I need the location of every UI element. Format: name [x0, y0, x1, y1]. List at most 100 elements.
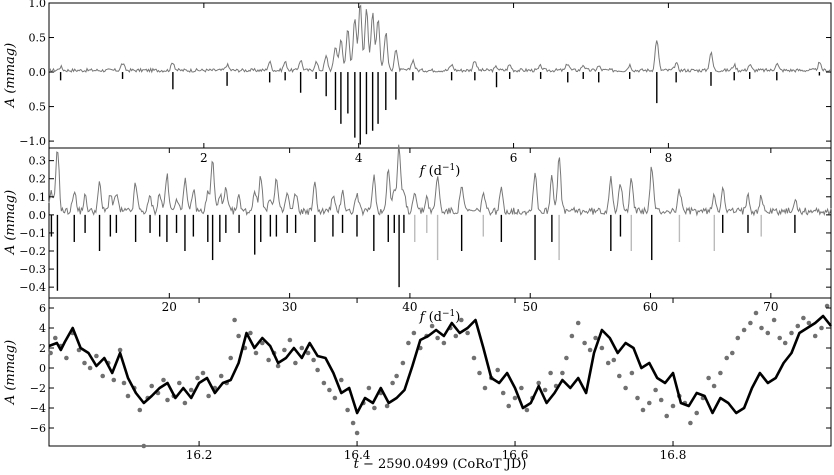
- data-point: [429, 323, 435, 329]
- data-point: [706, 375, 711, 381]
- data-point: [512, 395, 518, 401]
- data-point: [548, 370, 553, 376]
- bottom-y-axis-label: A (mmag): [3, 340, 18, 405]
- data-point: [293, 360, 298, 366]
- data-point: [653, 387, 658, 393]
- data-point: [200, 370, 206, 376]
- data-point: [311, 357, 316, 363]
- data-point: [400, 360, 406, 366]
- data-point: [465, 330, 470, 336]
- top-peak-marks: [48, 4, 832, 145]
- middle-y-tick-label: 0.2: [29, 173, 47, 186]
- data-point: [195, 375, 200, 381]
- top-panel: 2 4 6 8 −1.0 0.5 0.0 0.5 1.0 A (mmag) f (d−1): [3, 0, 832, 179]
- data-point: [315, 367, 320, 373]
- data-point: [332, 395, 338, 401]
- bottom-y-tick-label: −4: [30, 402, 46, 415]
- middle-y-tick-label: 0.0: [29, 209, 47, 222]
- data-point: [782, 340, 788, 346]
- data-point: [248, 330, 253, 336]
- data-point: [500, 390, 506, 396]
- top-y-tick-label: 0.5: [29, 101, 47, 114]
- top-axis-ticks: 2 4 6 8 −1.0 0.5 0.0 0.5 1.0: [19, 0, 831, 165]
- data-point: [741, 327, 747, 333]
- data-point: [366, 385, 372, 391]
- data-point: [587, 347, 593, 353]
- data-point: [670, 403, 676, 409]
- middle-axis-ticks: 20 30 40 50 60 70 −0.4 −0.3 −0.2 −0.1 0.0 0.1 0.2 0.3: [19, 148, 831, 314]
- data-point: [611, 357, 617, 363]
- bottom-x-tick-label: 16.8: [660, 448, 687, 462]
- middle-x-tick-label: 50: [523, 300, 538, 314]
- data-point: [730, 350, 735, 356]
- data-point: [232, 317, 237, 323]
- data-point: [519, 385, 524, 391]
- data-point: [724, 355, 729, 361]
- data-point: [795, 323, 801, 329]
- data-point: [495, 367, 501, 373]
- data-point: [350, 420, 356, 426]
- bottom-y-tick-label: 2: [39, 342, 46, 355]
- data-point: [94, 353, 99, 359]
- data-point: [564, 355, 569, 361]
- top-x-tick-label: 4: [355, 151, 363, 165]
- data-point: [390, 380, 395, 386]
- data-point: [482, 385, 488, 391]
- data-point: [372, 405, 377, 411]
- data-point: [453, 333, 459, 339]
- middle-x-axis-label: f (d−1): [419, 309, 461, 325]
- data-point: [100, 373, 105, 379]
- data-point: [165, 397, 170, 403]
- data-point: [137, 407, 143, 413]
- data-point: [471, 355, 477, 361]
- data-point: [759, 325, 764, 331]
- data-point: [506, 403, 512, 409]
- top-y-tick-label: 1.0: [29, 0, 47, 10]
- middle-y-tick-label: −0.3: [19, 263, 46, 276]
- data-point: [299, 345, 305, 351]
- data-point: [64, 355, 69, 361]
- middle-x-tick-label: 40: [402, 300, 417, 314]
- bottom-y-tick-label: −6: [30, 422, 46, 435]
- data-point: [282, 347, 287, 353]
- data-point: [411, 330, 417, 336]
- data-point: [48, 350, 53, 356]
- middle-y-tick-label: 0.1: [29, 191, 47, 204]
- data-point: [177, 380, 182, 386]
- data-point: [694, 410, 699, 416]
- data-point: [688, 420, 693, 426]
- data-point: [582, 340, 587, 346]
- data-point: [575, 320, 581, 326]
- data-point: [806, 320, 812, 326]
- top-y-tick-label: 0.0: [29, 66, 47, 79]
- top-x-tick-label: 2: [200, 151, 208, 165]
- fit-curve: [48, 314, 833, 415]
- top-y-tick-label: −1.0: [19, 135, 46, 148]
- data-point: [121, 380, 127, 386]
- bottom-y-tick-label: 0: [39, 362, 46, 375]
- middle-x-tick-label: 70: [763, 300, 778, 314]
- data-point: [406, 340, 411, 346]
- data-point: [711, 383, 717, 389]
- data-point: [605, 360, 611, 366]
- top-y-tick-label: 0.5: [29, 32, 47, 45]
- data-point: [593, 335, 598, 341]
- bottom-panel: 16.2 16.4 16.6 16.8 −6 −4 −2 0 2 4 6 A (mmag) t − …: [3, 297, 833, 472]
- data-point: [623, 385, 628, 391]
- data-point: [658, 397, 664, 403]
- data-point: [569, 333, 575, 339]
- data-point: [824, 303, 830, 309]
- data-point: [394, 373, 399, 379]
- data-point: [53, 335, 58, 341]
- data-point: [560, 370, 565, 376]
- data-point: [218, 373, 224, 379]
- data-point: [345, 407, 350, 413]
- top-spectrum-line: [48, 4, 832, 74]
- bottom-x-axis-label: t − 2590.0499 (CoRoT JD): [354, 457, 527, 472]
- top-x-axis-label: f (d−1): [419, 163, 461, 179]
- data-point: [777, 335, 782, 341]
- data-point: [629, 370, 635, 376]
- data-point: [435, 335, 440, 341]
- data-point: [266, 357, 271, 363]
